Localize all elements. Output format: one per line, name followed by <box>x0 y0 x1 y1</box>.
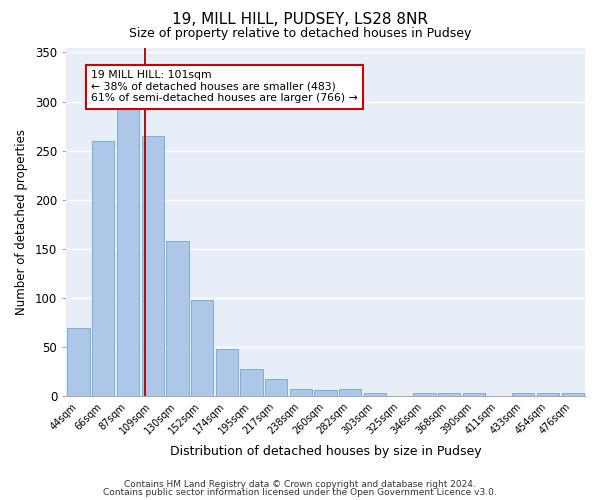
Bar <box>215 349 238 397</box>
Bar <box>314 390 337 396</box>
Text: 19, MILL HILL, PUDSEY, LS28 8NR: 19, MILL HILL, PUDSEY, LS28 8NR <box>172 12 428 28</box>
Text: Size of property relative to detached houses in Pudsey: Size of property relative to detached ho… <box>129 28 471 40</box>
Bar <box>191 300 213 396</box>
Text: Contains public sector information licensed under the Open Government Licence v3: Contains public sector information licen… <box>103 488 497 497</box>
Bar <box>537 394 559 396</box>
Bar <box>364 394 386 396</box>
Bar <box>512 394 535 396</box>
Bar <box>562 394 584 396</box>
Text: 19 MILL HILL: 101sqm
← 38% of detached houses are smaller (483)
61% of semi-deta: 19 MILL HILL: 101sqm ← 38% of detached h… <box>91 70 358 103</box>
Bar <box>67 328 89 396</box>
Bar <box>92 141 115 397</box>
Bar <box>166 241 188 396</box>
Bar <box>413 394 436 396</box>
Bar <box>339 388 361 396</box>
Bar <box>265 378 287 396</box>
Bar <box>290 388 312 396</box>
Bar <box>463 394 485 396</box>
Bar <box>142 136 164 396</box>
Bar <box>438 394 460 396</box>
Bar <box>241 369 263 396</box>
Text: Contains HM Land Registry data © Crown copyright and database right 2024.: Contains HM Land Registry data © Crown c… <box>124 480 476 489</box>
Bar <box>117 106 139 397</box>
Y-axis label: Number of detached properties: Number of detached properties <box>15 129 28 315</box>
X-axis label: Distribution of detached houses by size in Pudsey: Distribution of detached houses by size … <box>170 444 481 458</box>
